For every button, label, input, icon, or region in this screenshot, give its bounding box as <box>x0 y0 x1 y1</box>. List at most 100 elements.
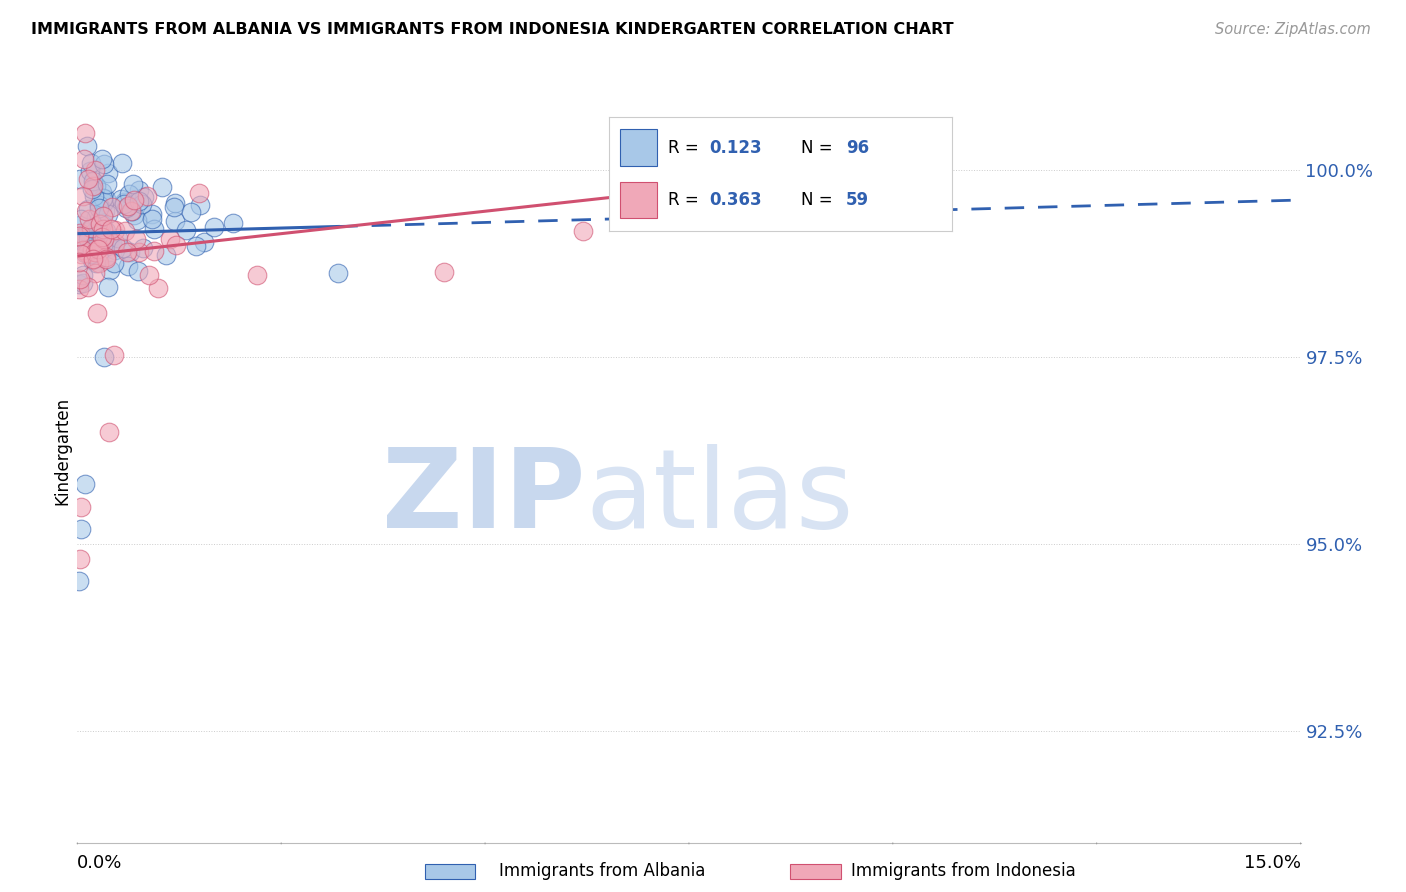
Point <box>67 574 90 589</box>
Point <box>83 245 105 260</box>
Point <box>67 228 90 243</box>
Point <box>77 172 100 186</box>
Point <box>141 206 163 220</box>
Point <box>72 188 94 202</box>
Text: IMMIGRANTS FROM ALBANIA VS IMMIGRANTS FROM INDONESIA KINDERGARTEN CORRELATION CH: IMMIGRANTS FROM ALBANIA VS IMMIGRANTS FR… <box>31 22 953 37</box>
Point <box>188 198 211 212</box>
Point <box>89 241 111 255</box>
Point <box>103 348 125 362</box>
Point <box>165 213 187 227</box>
Point <box>120 203 142 218</box>
Point <box>90 227 112 242</box>
Point <box>89 227 111 241</box>
Point <box>246 268 269 282</box>
Point <box>121 203 143 218</box>
Point <box>222 216 245 230</box>
Point <box>90 201 112 215</box>
Point <box>146 281 169 295</box>
Point <box>69 233 91 247</box>
Point <box>70 212 93 227</box>
Point <box>82 242 104 256</box>
Point <box>112 197 135 211</box>
Point <box>117 244 139 259</box>
Point <box>193 235 215 249</box>
Y-axis label: Kindergarten: Kindergarten <box>53 396 72 505</box>
Point <box>124 232 146 246</box>
Point <box>69 171 91 186</box>
Point <box>69 227 91 241</box>
Point <box>136 189 159 203</box>
Point <box>128 194 150 208</box>
Point <box>91 217 114 231</box>
Point <box>143 244 166 258</box>
Point <box>80 237 103 252</box>
Point <box>79 163 101 178</box>
Point <box>77 232 100 246</box>
Point <box>77 212 100 227</box>
Point <box>100 222 122 236</box>
Point <box>69 552 91 566</box>
Point <box>112 195 135 210</box>
Point <box>89 217 111 231</box>
Point <box>89 251 111 265</box>
Point <box>90 152 112 166</box>
Point <box>150 180 173 194</box>
Point <box>86 179 108 194</box>
Point <box>77 202 100 216</box>
Point <box>94 225 117 239</box>
Point <box>93 195 115 210</box>
Point <box>202 219 225 234</box>
Point <box>188 186 211 201</box>
Point <box>94 192 117 206</box>
Point <box>125 212 148 227</box>
Point <box>80 221 103 235</box>
Point <box>84 211 107 225</box>
Point <box>91 209 114 223</box>
Point <box>433 265 456 279</box>
Point <box>86 215 108 229</box>
Point <box>122 208 145 222</box>
Point <box>76 246 98 260</box>
Point <box>76 139 98 153</box>
Point <box>70 247 93 261</box>
Point <box>73 152 96 166</box>
Point <box>104 236 127 251</box>
Point <box>82 174 104 188</box>
Bar <box>790 863 841 880</box>
Point <box>114 224 136 238</box>
Point <box>132 190 155 204</box>
Point <box>101 200 124 214</box>
Point <box>86 305 108 319</box>
Point <box>89 235 111 250</box>
Point <box>97 425 120 439</box>
Point <box>76 225 98 239</box>
Point <box>104 223 127 237</box>
Point <box>118 187 141 202</box>
Text: 0.0%: 0.0% <box>77 855 122 872</box>
Point <box>75 477 97 491</box>
Point <box>117 199 139 213</box>
Point <box>87 242 110 256</box>
Point <box>159 232 181 246</box>
Point <box>84 256 107 270</box>
Point <box>70 500 93 514</box>
Point <box>127 263 149 277</box>
Point <box>77 279 100 293</box>
Point <box>90 229 112 244</box>
Point <box>96 207 118 221</box>
Point <box>122 194 145 208</box>
Point <box>128 244 150 259</box>
Text: 15.0%: 15.0% <box>1243 855 1301 872</box>
Point <box>98 262 121 277</box>
Point <box>111 156 134 170</box>
Point <box>104 243 127 257</box>
Point <box>97 234 120 248</box>
Point <box>69 272 91 286</box>
Point <box>90 186 112 200</box>
Bar <box>425 863 475 880</box>
Point <box>128 183 150 197</box>
Point <box>83 189 105 203</box>
Point <box>121 177 143 191</box>
Point <box>110 193 132 207</box>
Point <box>82 252 104 266</box>
